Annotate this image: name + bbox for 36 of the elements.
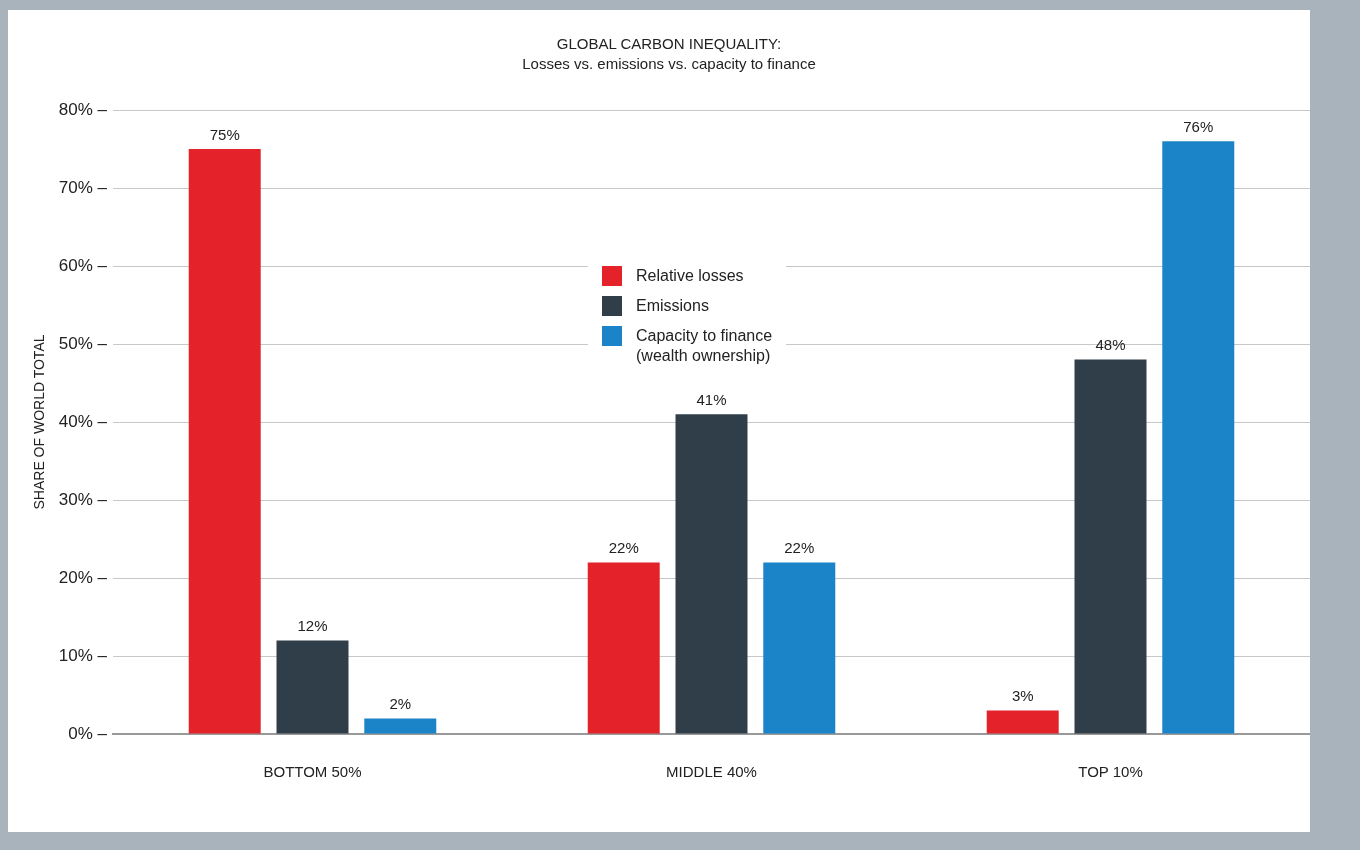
data-label: 76% [1183,117,1214,135]
y-tick-label: 20% – [58,567,108,587]
data-label: 2% [389,695,412,713]
bar [1074,359,1147,734]
y-tick-label: 60% – [58,255,108,275]
y-tick-label: 40% – [58,411,108,431]
data-label: 22% [608,539,639,557]
x-tick-label: MIDDLE 40% [666,763,757,781]
x-tick-label: TOP 10% [1078,763,1143,781]
legend-label: Emissions [636,296,709,316]
bar [188,149,261,734]
data-label: 48% [1095,336,1126,354]
y-tick-label: 30% – [58,489,108,509]
y-tick-label: 80% – [58,99,108,119]
data-label: 75% [209,125,240,143]
legend-label: Relative losses [636,266,744,286]
data-label: 12% [297,617,328,635]
bar [763,562,836,734]
chart-title: GLOBAL CARBON INEQUALITY: [556,35,782,53]
data-label: 41% [696,390,727,408]
y-tick-label: 50% – [58,333,108,353]
bar [1162,141,1235,734]
y-tick-label: 10% – [58,645,108,665]
y-tick-label: 0% – [68,723,108,743]
y-tick-label: 70% – [58,177,108,197]
data-label: 3% [1011,687,1034,705]
bar [276,640,349,734]
chart-subtitle: Losses vs. emissions vs. capacity to finance [522,55,816,73]
bar [675,414,748,734]
x-tick-label: BOTTOM 50% [263,763,362,781]
data-label: 22% [784,539,815,557]
legend-label: Capacity to finance (wealth ownership) [636,326,773,366]
bar [587,562,660,734]
y-axis-title: SHARE OF WORLD TOTAL [31,334,48,510]
bar [986,710,1059,734]
bar [364,718,437,734]
